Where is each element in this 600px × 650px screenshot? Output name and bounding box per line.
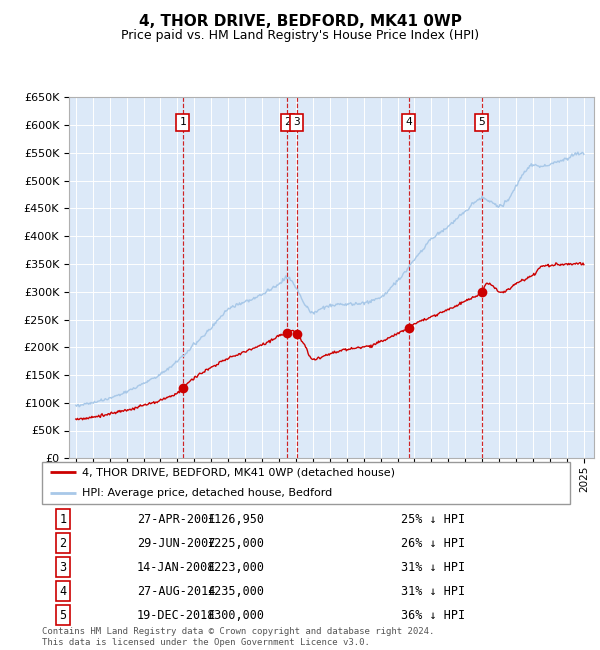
Text: 4, THOR DRIVE, BEDFORD, MK41 0WP: 4, THOR DRIVE, BEDFORD, MK41 0WP — [139, 14, 461, 29]
Text: 29-JUN-2007: 29-JUN-2007 — [137, 537, 215, 550]
Text: 4: 4 — [59, 585, 67, 598]
Text: 3: 3 — [59, 560, 67, 574]
Text: 4: 4 — [406, 118, 412, 127]
Text: £126,950: £126,950 — [207, 512, 264, 525]
Text: £223,000: £223,000 — [207, 560, 264, 574]
Text: 4, THOR DRIVE, BEDFORD, MK41 0WP (detached house): 4, THOR DRIVE, BEDFORD, MK41 0WP (detach… — [82, 467, 395, 477]
FancyBboxPatch shape — [42, 462, 570, 504]
Text: £300,000: £300,000 — [207, 608, 264, 621]
Text: 36% ↓ HPI: 36% ↓ HPI — [401, 608, 465, 621]
Text: 31% ↓ HPI: 31% ↓ HPI — [401, 585, 465, 598]
Text: Price paid vs. HM Land Registry's House Price Index (HPI): Price paid vs. HM Land Registry's House … — [121, 29, 479, 42]
Text: £235,000: £235,000 — [207, 585, 264, 598]
Text: 1: 1 — [59, 512, 67, 525]
Text: 5: 5 — [478, 118, 485, 127]
Text: 3: 3 — [293, 118, 300, 127]
Text: 14-JAN-2008: 14-JAN-2008 — [137, 560, 215, 574]
Text: HPI: Average price, detached house, Bedford: HPI: Average price, detached house, Bedf… — [82, 488, 332, 498]
Text: 31% ↓ HPI: 31% ↓ HPI — [401, 560, 465, 574]
Text: 2: 2 — [59, 537, 67, 550]
Text: 27-AUG-2014: 27-AUG-2014 — [137, 585, 215, 598]
Text: 2: 2 — [284, 118, 290, 127]
Text: £225,000: £225,000 — [207, 537, 264, 550]
Text: 5: 5 — [59, 608, 67, 621]
Text: 19-DEC-2018: 19-DEC-2018 — [137, 608, 215, 621]
Text: 1: 1 — [179, 118, 186, 127]
Text: 26% ↓ HPI: 26% ↓ HPI — [401, 537, 465, 550]
Text: 25% ↓ HPI: 25% ↓ HPI — [401, 512, 465, 525]
Text: 27-APR-2001: 27-APR-2001 — [137, 512, 215, 525]
Text: Contains HM Land Registry data © Crown copyright and database right 2024.
This d: Contains HM Land Registry data © Crown c… — [42, 627, 434, 647]
